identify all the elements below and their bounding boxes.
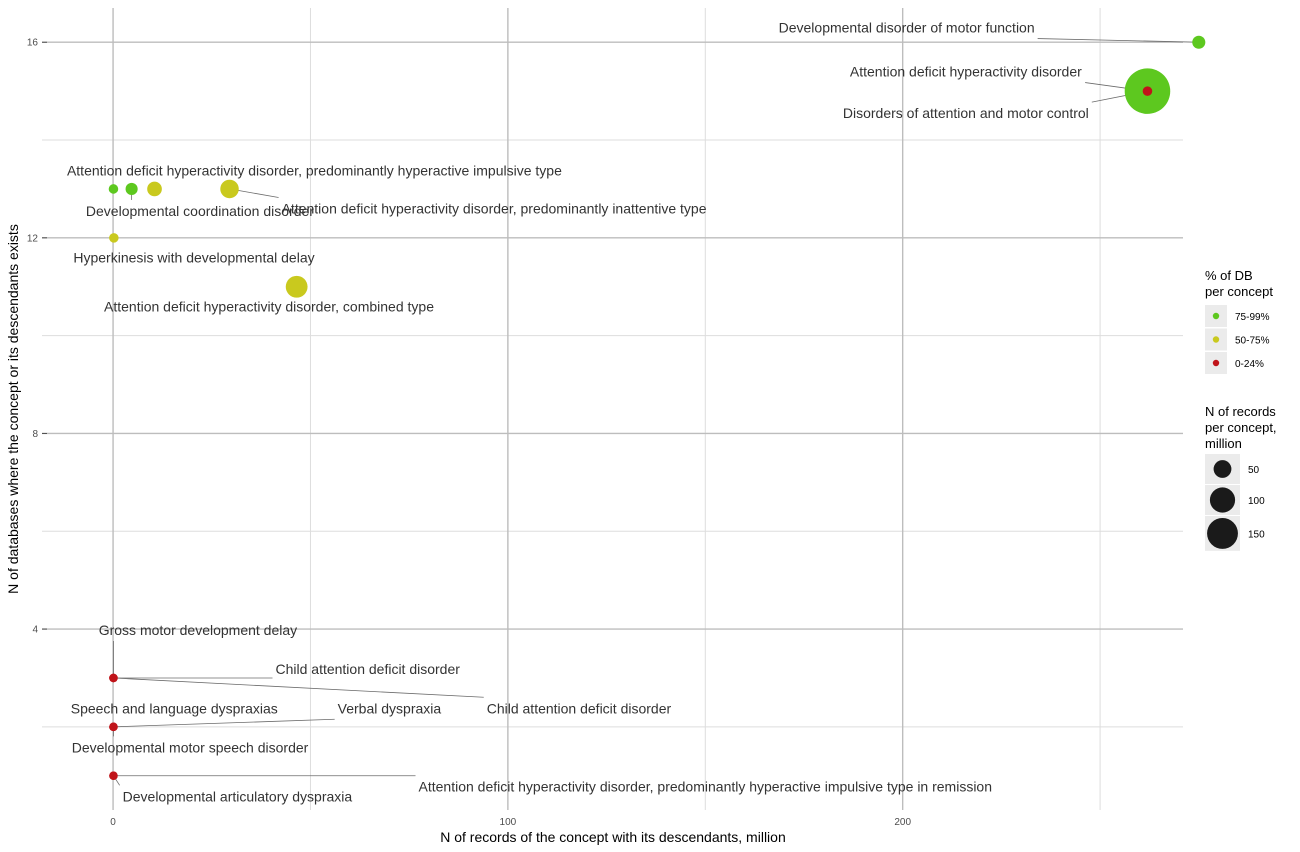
data-points [108,35,1206,781]
label-connector [232,189,279,198]
legend-size-label: 50 [1248,465,1260,476]
point-label: Developmental motor speech disorder [72,739,309,755]
point-label: Developmental coordination disorder [86,203,314,219]
x-tick-label: 200 [894,817,911,828]
legend-size-swatch [1207,518,1238,549]
legend-size-label: 150 [1248,529,1265,540]
data-point [109,771,118,781]
point-label: Attention deficit hyperactivity disorder [850,64,1082,80]
label-connectors [113,38,1197,786]
y-tick-label: 16 [27,38,39,49]
point-label: Verbal dyspraxia [338,700,442,716]
label-connector [114,677,484,698]
data-point [109,673,118,683]
point-label: Disorders of attention and motor control [843,105,1089,121]
label-connector [1037,38,1197,43]
data-point [125,182,138,196]
legend-color-title: % of DB [1205,268,1253,283]
legend-color-swatch [1212,359,1220,367]
data-point [109,233,119,243]
legend-size-swatch [1209,487,1236,513]
point-label: Gross motor development delay [99,622,297,638]
data-point [285,275,308,298]
point-label: Child attention deficit disorder [487,700,672,716]
data-point [109,722,118,732]
legend-color-swatch [1212,312,1220,320]
data-point [147,181,162,197]
point-label: Child attention deficit disorder [275,661,460,677]
x-axis-title: N of records of the concept with its des… [440,829,786,845]
point-label: Speech and language dyspraxias [71,700,278,716]
point-labels: Developmental disorder of motor function… [67,20,1089,805]
x-tick-label: 100 [500,817,517,828]
data-point [220,179,239,199]
y-tick-label: 8 [32,429,38,440]
legend-size-title: million [1205,436,1242,451]
point-label: Hyperkinesis with developmental delay [73,249,314,265]
point-label: Attention deficit hyperactivity disorder… [104,298,434,314]
point-label: Developmental articulatory dyspraxia [123,788,353,804]
label-connector [114,718,335,728]
y-tick-label: 12 [27,233,39,244]
x-axis-ticks: 0 100 200 [110,817,911,828]
data-point [1192,35,1206,49]
legend-color-label: 50-75% [1235,336,1270,347]
legend-color-label: 75-99% [1235,312,1270,323]
y-axis-title: N of databases where the concept or its … [5,224,21,594]
point-label: Developmental disorder of motor function [779,20,1035,36]
y-tick-label: 4 [32,625,38,636]
legend-size-swatch [1213,460,1232,478]
legend-color-title: per concept [1205,284,1273,299]
point-label: Attention deficit hyperactivity disorder… [419,779,993,795]
data-point [1142,86,1153,96]
minor-gridlines [42,8,1183,810]
legend-color-swatch [1212,336,1220,343]
legend-size-title: per concept, [1205,420,1277,435]
data-point [108,184,119,194]
y-axis-ticks: 4 8 12 16 [27,38,47,636]
legend-color-label: 0-24% [1235,359,1264,370]
legend-size-title: N of records [1205,404,1276,419]
major-gridlines [42,8,1183,810]
point-label: Attention deficit hyperactivity disorder… [67,162,562,178]
legend-size-label: 100 [1248,496,1265,507]
x-tick-label: 0 [110,817,116,828]
point-label: Attention deficit hyperactivity disorder… [282,201,707,217]
